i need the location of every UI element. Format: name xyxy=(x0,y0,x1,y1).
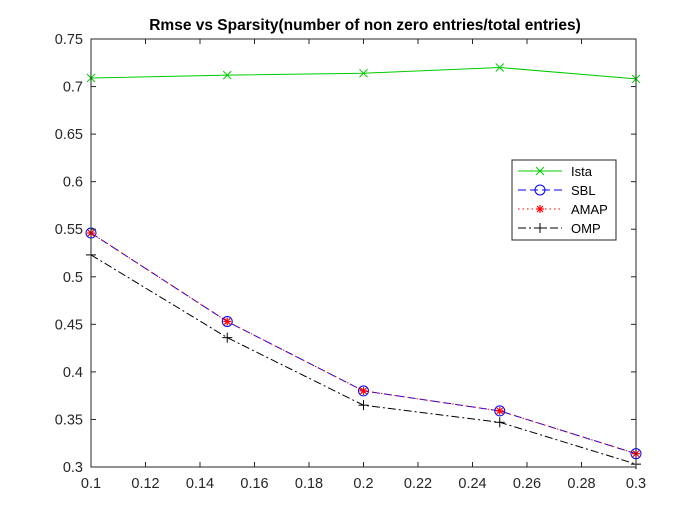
y-tick-label: 0.5 xyxy=(63,270,83,286)
ticks-layer: 0.1 0.12 0.14 0.16 0.18 0.2 0.22 0.24 0.26 0.28 0.… xyxy=(55,32,646,492)
x-tick-label: 0.22 xyxy=(404,476,432,492)
x-tick-label: 0.18 xyxy=(295,476,323,492)
x-tick-label: 0.26 xyxy=(513,476,541,492)
legend-entry-sbl: SBL xyxy=(518,183,596,198)
legend-entry-ista-marker xyxy=(535,166,545,176)
series-amap-point-2 xyxy=(359,386,368,395)
legend-entry-omp: OMP xyxy=(518,221,601,236)
series-ista-point-2 xyxy=(359,68,368,78)
series-omp-point-3 xyxy=(494,417,505,428)
series-sbl-point-2 xyxy=(358,385,369,397)
y-tick-label: 0.3 xyxy=(63,460,83,476)
series-ista-point-3 xyxy=(495,63,505,72)
legend: Ista SBL AMAP OMP xyxy=(511,159,617,241)
series-sbl-point-1 xyxy=(221,315,233,327)
legend-entry-omp-label: OMP xyxy=(571,221,601,236)
series-ista-point-2-b xyxy=(359,68,368,78)
x-tick-label: 0.1 xyxy=(81,476,101,492)
series-ista-point-3-b xyxy=(495,63,505,72)
y-tick-label: 0.65 xyxy=(55,127,83,143)
legend-entry-sbl-marker xyxy=(534,184,546,196)
series-amap-point-1 xyxy=(223,317,232,326)
series-sbl-point-1-ring xyxy=(221,315,233,327)
y-tick-label: 0.4 xyxy=(63,365,83,381)
y-tick-label: 0.55 xyxy=(55,222,83,238)
series-sbl-point-2-ring xyxy=(358,385,369,397)
series-amap-point-2-d2 xyxy=(360,387,367,395)
series-amap-point-1-d2 xyxy=(223,318,231,325)
series-omp-point-2 xyxy=(358,400,369,411)
legend-box xyxy=(511,159,617,241)
x-tick-label: 0.2 xyxy=(353,476,373,492)
legend-entry-amap-marker-d2 xyxy=(536,205,544,213)
legend-entry-amap-label: AMAP xyxy=(571,202,608,217)
x-tick-label: 0.28 xyxy=(567,476,595,492)
legend-entry-ista-label: Ista xyxy=(571,164,593,179)
series-sbl-point-3-ring xyxy=(494,405,506,417)
x-tick-label: 0.14 xyxy=(186,476,214,492)
legend-entry-amap-marker xyxy=(536,205,544,213)
legend-entry-ista: Ista xyxy=(518,164,593,179)
series-omp-point-1 xyxy=(222,332,233,343)
series-sbl-point-3 xyxy=(494,405,506,417)
legend-entry-ista-marker-b xyxy=(535,166,545,176)
series-ista-point-1 xyxy=(222,70,232,80)
series-amap-point-3 xyxy=(495,406,504,415)
x-tick-label: 0.12 xyxy=(131,476,159,492)
y-tick-label: 0.75 xyxy=(55,32,83,48)
x-tick-label: 0.16 xyxy=(240,476,268,492)
series-ista-point-1-b xyxy=(222,70,232,80)
y-tick-label: 0.35 xyxy=(55,412,83,428)
x-tick-label: 0.3 xyxy=(626,476,646,492)
legend-entry-sbl-label: SBL xyxy=(571,183,596,198)
legend-entry-omp-marker xyxy=(535,223,545,233)
legend-entry-sbl-marker-ring xyxy=(534,184,546,196)
legend-entry-amap: AMAP xyxy=(518,202,608,217)
y-tick-label: 0.45 xyxy=(55,317,83,333)
chart-title: Rmse vs Sparsity(number of non zero entr… xyxy=(149,17,581,34)
y-tick-label: 0.6 xyxy=(63,175,83,191)
x-tick-label: 0.24 xyxy=(458,476,486,492)
y-tick-label: 0.7 xyxy=(63,80,83,96)
series-amap-point-3-d2 xyxy=(496,407,504,415)
